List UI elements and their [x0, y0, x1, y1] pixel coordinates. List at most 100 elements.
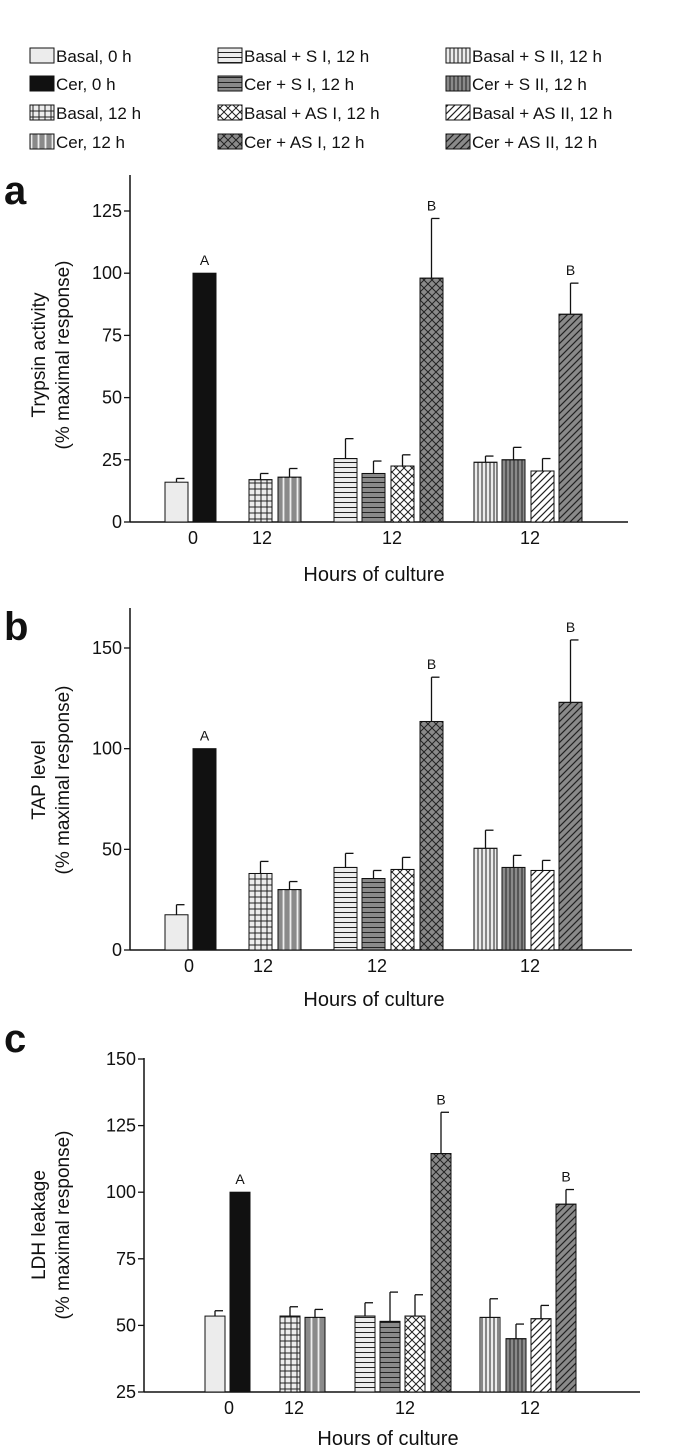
y-tick-label: 75 [102, 325, 122, 345]
bar-cerSI [379, 1291, 401, 1393]
significance-label: B [566, 262, 575, 278]
bar-cerASII: B [558, 262, 583, 523]
bar-rect [555, 1203, 577, 1393]
bar-cerASI: B [430, 1091, 452, 1393]
y-tick-label: 75 [116, 1249, 136, 1269]
bar-basal0 [204, 1310, 226, 1393]
bar-basalSII [473, 829, 498, 951]
bar-cer0: A [192, 252, 217, 523]
bar-rect [530, 1318, 552, 1393]
bar-rect [248, 479, 273, 523]
legend-label: Basal, 0 h [56, 47, 132, 66]
legend-item: Cer + S I, 12 h [217, 75, 354, 94]
bar-rect [204, 1315, 226, 1393]
legend-label: Cer + AS I, 12 h [244, 133, 365, 152]
bar-cerASII: B [558, 619, 583, 951]
bar-rect [333, 458, 358, 523]
bar-rect [390, 465, 415, 523]
bar-cerSII [501, 446, 526, 523]
legend-item: Cer + AS I, 12 h [217, 133, 365, 152]
bar-rect [333, 866, 358, 951]
bar-cerSII [501, 854, 526, 951]
x-axis-label: Hours of culture [303, 989, 444, 1011]
bar-rect [419, 277, 444, 523]
significance-label: B [566, 619, 575, 635]
bar-rect [229, 1191, 251, 1393]
bar-cerSI [361, 460, 386, 523]
bar-basalSII [479, 1298, 501, 1393]
legend-swatch [445, 133, 471, 150]
legend-swatch [29, 133, 55, 150]
bar-rect [501, 866, 526, 951]
bar-rect [530, 470, 555, 523]
bar-rect [473, 461, 498, 523]
bar-rect [279, 1315, 301, 1393]
bar-rect [430, 1153, 452, 1393]
x-tick-label: 12 [253, 956, 273, 976]
bar-rect [473, 847, 498, 951]
chart-panel-a: a Trypsin activity (% maximal response) … [4, 169, 628, 586]
bar-basal12 [248, 860, 273, 951]
x-tick-label: 12 [520, 956, 540, 976]
significance-label: A [200, 252, 210, 268]
legend-item: Basal, 12 h [29, 104, 141, 123]
x-tick-label: 12 [284, 1398, 304, 1418]
y-tick-label: 25 [102, 450, 122, 470]
bar-basalSI [354, 1302, 376, 1393]
panel-letter: b [4, 605, 28, 649]
legend-label: Basal + AS I, 12 h [244, 104, 380, 123]
legend-item: Basal, 0 h [29, 47, 132, 66]
bar-cer12 [304, 1308, 326, 1393]
x-tick-label: 12 [520, 1398, 540, 1418]
y-tick-label: 50 [102, 388, 122, 408]
legend-swatch [217, 133, 243, 150]
legend-swatch [445, 104, 471, 121]
bar-cer0: A [229, 1171, 251, 1393]
bar-rect [404, 1315, 426, 1393]
bar-basalASII [530, 1304, 552, 1393]
x-tick-label: 0 [188, 528, 198, 548]
bar-rect [361, 472, 386, 523]
x-axis-label: Hours of culture [303, 564, 444, 586]
legend-item: Basal + S II, 12 h [445, 47, 602, 66]
bar-basal0 [164, 477, 189, 523]
y-axis-label-units: (% maximal response) [53, 261, 74, 450]
bar-cerSI [361, 869, 386, 951]
legend-label: Cer + AS II, 12 h [472, 133, 597, 152]
x-axis-label: Hours of culture [317, 1428, 458, 1450]
legend-label: Basal + S II, 12 h [472, 47, 602, 66]
chart-panel-b: b TAP level (% maximal response) Hours o… [4, 605, 632, 1011]
legend-swatch [29, 104, 55, 121]
y-tick-label: 150 [106, 1049, 136, 1069]
bar-basalASII [530, 457, 555, 523]
y-axis-label: TAP level [29, 740, 50, 820]
bar-rect [164, 481, 189, 523]
significance-label: A [235, 1171, 245, 1187]
bar-cer12 [277, 467, 302, 523]
significance-label: B [561, 1169, 570, 1185]
bar-rect [530, 869, 555, 951]
bar-rect [419, 720, 444, 951]
bar-cer12 [277, 880, 302, 951]
bar-rect [192, 748, 217, 951]
y-tick-label: 0 [112, 512, 122, 532]
legend-label: Cer, 12 h [56, 133, 125, 152]
bar-basalASI [390, 856, 415, 951]
x-tick-label: 12 [520, 528, 540, 548]
legend-label: Basal, 12 h [56, 104, 141, 123]
plot-area: 0 25 50 75 100 125 0 12 12 12 A B B [92, 175, 628, 548]
y-tick-label: 50 [116, 1315, 136, 1335]
bar-rect [248, 872, 273, 951]
y-axis-label-units: (% maximal response) [53, 1131, 74, 1320]
y-tick-label: 50 [102, 839, 122, 859]
legend-swatch [29, 47, 55, 64]
plot-area: 0 50 100 150 0 12 12 12 A B B [92, 608, 632, 976]
legend-label: Cer, 0 h [56, 75, 116, 94]
bar-rect [361, 878, 386, 951]
bar-basalSI [333, 852, 358, 951]
y-tick-label: 125 [92, 201, 122, 221]
legend-label: Cer + S I, 12 h [244, 75, 354, 94]
panel-letter: c [4, 1017, 26, 1061]
legend-item: Basal + AS I, 12 h [217, 104, 380, 123]
